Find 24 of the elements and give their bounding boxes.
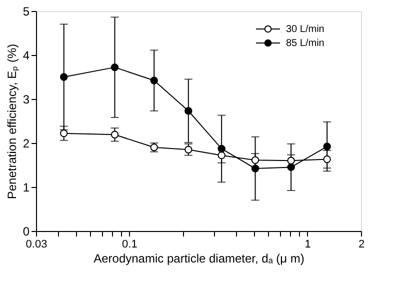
- point: [287, 163, 295, 172]
- x-tick-label: 0.03: [26, 238, 48, 250]
- y-tick-label: 1: [22, 180, 30, 194]
- legend-label: 85 L/min: [286, 38, 324, 49]
- point: [110, 130, 119, 138]
- x-tick-label: 1: [304, 238, 311, 250]
- y-tick-label: 5: [22, 4, 30, 18]
- y-tick-label: 4: [22, 48, 30, 62]
- point: [323, 155, 331, 164]
- point: [287, 156, 295, 164]
- point: [251, 156, 260, 164]
- x-axis-title: Aerodynamic particle diameter, dₐ (μ m): [94, 252, 304, 266]
- x-tick-label: 0.1: [122, 238, 138, 250]
- legend-label: 30 L/min: [286, 24, 324, 35]
- x-tick-label: 2: [358, 238, 365, 250]
- point: [323, 142, 331, 150]
- point: [218, 151, 226, 160]
- point: [110, 63, 119, 72]
- y-axis-title: Penetration efficiency, Eₚ (%): [4, 44, 19, 200]
- y-tick-label: 2: [22, 136, 30, 150]
- y-tick-label: 0: [22, 224, 30, 238]
- y-tick-label: 3: [22, 92, 30, 106]
- point: [251, 164, 260, 172]
- point: [218, 144, 226, 153]
